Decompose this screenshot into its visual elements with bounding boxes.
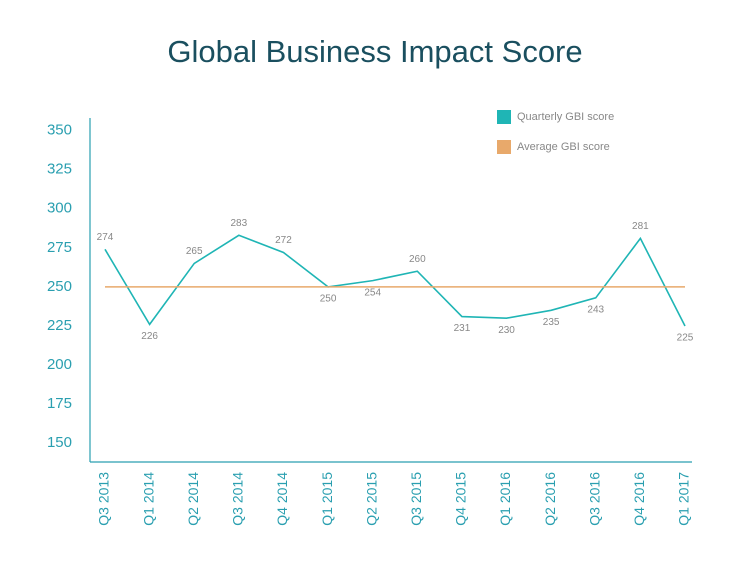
data-label: 235: [543, 317, 560, 328]
y-tick-label: 150: [47, 434, 72, 451]
x-tick-label: Q4 2016: [631, 472, 647, 526]
x-tick-label: Q1 2014: [140, 472, 156, 526]
y-tick-label: 275: [47, 239, 72, 256]
x-tick-label: Q2 2015: [363, 472, 379, 526]
x-tick-label: Q1 2017: [676, 472, 692, 526]
data-label: 274: [97, 232, 114, 243]
x-tick-label: Q4 2014: [274, 472, 290, 526]
data-label: 254: [364, 287, 381, 298]
y-tick-label: 225: [47, 317, 72, 334]
data-label: 283: [231, 218, 248, 229]
y-tick-label: 325: [47, 161, 72, 178]
x-tick-label: Q2 2014: [185, 472, 201, 526]
legend-label: Average GBI score: [517, 141, 610, 153]
x-tick-label: Q3 2015: [408, 472, 424, 526]
x-tick-label: Q1 2016: [497, 472, 513, 526]
data-label: 230: [498, 325, 515, 336]
chart-title: Global Business Impact Score: [167, 34, 582, 69]
data-label: 225: [677, 333, 694, 344]
series-line: [104, 234, 686, 327]
data-label: 272: [275, 235, 292, 246]
data-label: 250: [320, 294, 337, 305]
data-label: 243: [587, 304, 604, 315]
x-tick-label: Q3 2014: [230, 472, 246, 526]
y-tick-label: 350: [47, 121, 72, 138]
data-label: 265: [186, 246, 203, 257]
data-label: 260: [409, 254, 426, 265]
data-label: 226: [141, 331, 158, 342]
legend-label: Quarterly GBI score: [517, 111, 614, 123]
legend-swatch: [497, 110, 511, 124]
data-label: 231: [454, 323, 471, 334]
y-tick-label: 250: [47, 278, 72, 295]
x-tick-label: Q3 2013: [96, 472, 112, 526]
x-tick-label: Q2 2016: [542, 472, 558, 526]
y-tick-label: 175: [47, 395, 72, 412]
legend-swatch: [497, 140, 511, 154]
y-tick-label: 300: [47, 200, 72, 217]
data-label: 281: [632, 221, 649, 232]
x-tick-label: Q4 2015: [453, 472, 469, 526]
x-tick-label: Q3 2016: [586, 472, 602, 526]
y-tick-label: 200: [47, 356, 72, 373]
x-tick-label: Q1 2015: [319, 472, 335, 526]
